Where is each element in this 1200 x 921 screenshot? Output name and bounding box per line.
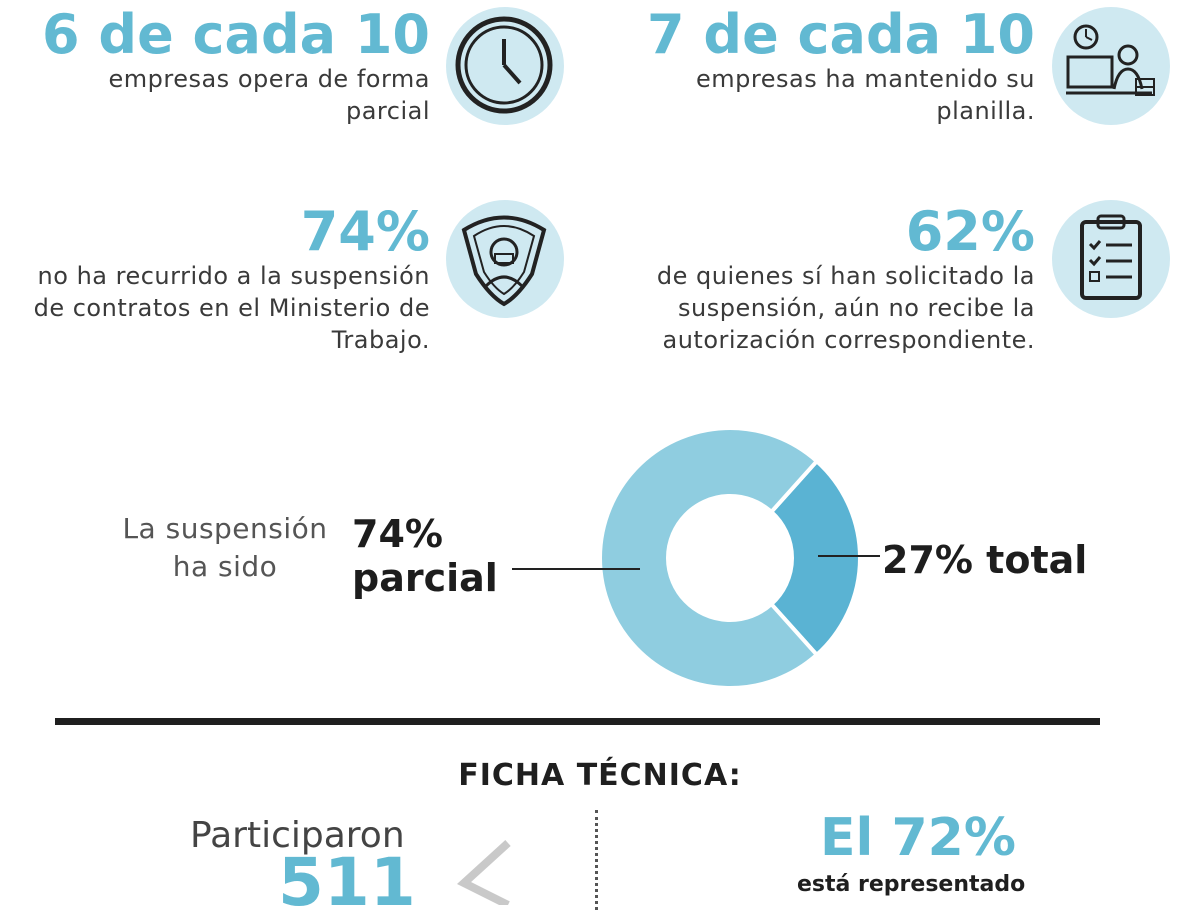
arrow-chevron-icon [456, 840, 511, 905]
partial-callout: 74% parcial [352, 512, 498, 600]
stat-1-value: 6 de cada 10 [42, 3, 430, 66]
section-divider [55, 718, 1100, 725]
stat-2-icon-circle [1052, 7, 1170, 125]
participaron-label: Participaron [190, 815, 405, 856]
donut-label: La suspensión ha sido [122, 512, 328, 583]
worker-desk-icon [1066, 24, 1155, 96]
donut-chart [512, 426, 880, 690]
stat-2-value: 7 de cada 10 [647, 3, 1035, 66]
clipboard-checklist-icon [1080, 214, 1142, 300]
el-72-text: está representado [797, 872, 1026, 897]
stat-3-icon-circle [446, 200, 564, 318]
donut-slice-parcial [598, 426, 820, 690]
stat-2-text: empresas ha mantenido su planilla. [696, 65, 1035, 125]
clock-icon [455, 16, 553, 114]
total-callout: 27% total [882, 538, 1088, 582]
stat-1-icon-circle [446, 7, 564, 125]
stat-3-text: no ha recurrido a la suspensión de contr… [33, 262, 430, 354]
stat-4-icon-circle [1052, 200, 1170, 318]
masked-person-shield-icon [461, 215, 547, 307]
participaron-number: 511 [278, 844, 416, 921]
stat-1-text: empresas opera de forma parcial [108, 65, 430, 125]
stat-4-value: 62% [905, 200, 1035, 263]
el-72-value: El 72% [820, 808, 1016, 868]
donut-slice-total [768, 458, 862, 658]
ficha-dotted-divider [595, 810, 598, 910]
stat-3-value: 74% [300, 200, 430, 263]
stat-4-text: de quienes sí han solicitado la suspensi… [656, 262, 1035, 354]
ficha-title: FICHA TÉCNICA: [458, 758, 742, 793]
